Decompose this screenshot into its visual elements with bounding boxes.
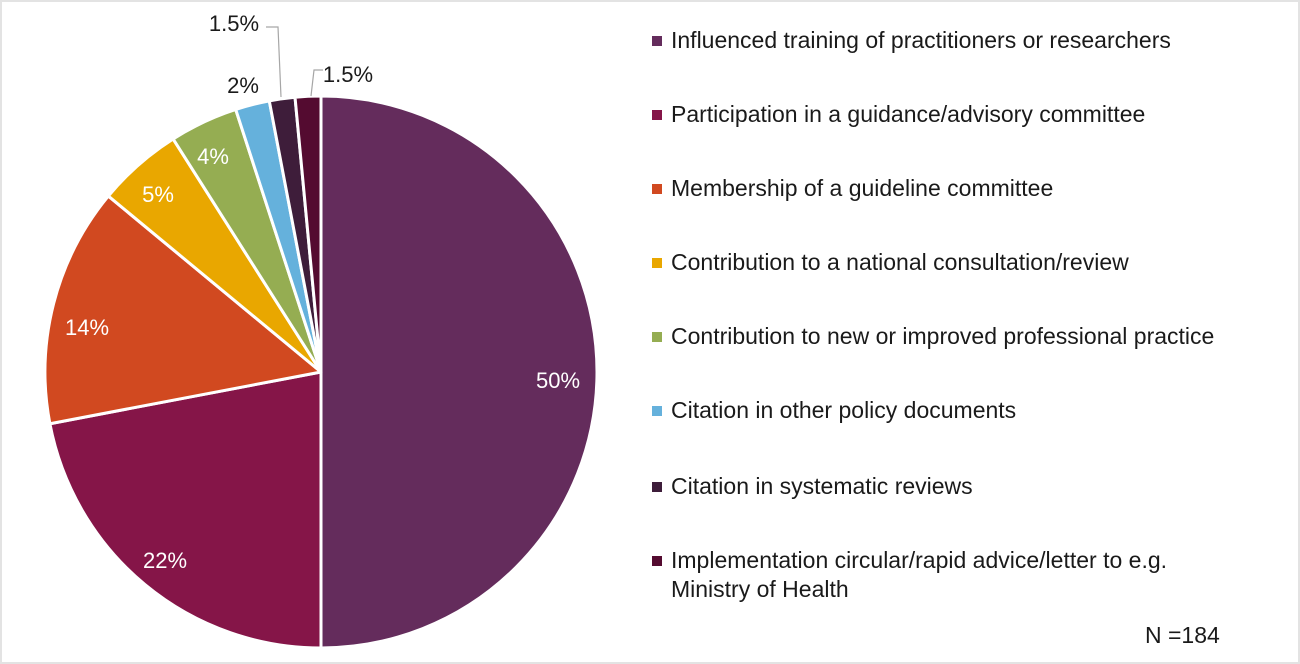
legend-swatch	[652, 258, 662, 268]
slice-percent-label: 50%	[536, 368, 580, 393]
legend-label: Membership of a guideline committee	[671, 175, 1054, 201]
pie-slice	[293, 94, 323, 374]
legend-label: Contribution to a national consultation/…	[671, 249, 1129, 275]
legend-swatch	[652, 482, 662, 492]
legend-label: Participation in a guidance/advisory com…	[671, 101, 1146, 127]
legend-label: Citation in other policy documents	[671, 397, 1017, 423]
legend-label: Contribution to new or improved professi…	[671, 323, 1215, 349]
leader-line	[266, 26, 282, 98]
legend-swatch	[652, 36, 662, 46]
legend-swatch	[652, 556, 662, 566]
pie-slice	[319, 94, 599, 650]
legend-label: Citation in systematic reviews	[671, 473, 973, 499]
slice-percent-label: 2%	[227, 73, 259, 98]
slice-percent-label: 5%	[142, 182, 174, 207]
slice-percent-label: 22%	[143, 548, 187, 573]
legend-swatch	[652, 184, 662, 194]
pie-slice	[43, 194, 323, 426]
pie-slice	[48, 370, 323, 650]
slice-percent-label: 1.5%	[323, 62, 373, 87]
sample-size-label: N =184	[1145, 622, 1220, 648]
legend-swatch	[652, 332, 662, 342]
legend-label-line1: Implementation circular/rapid advice/let…	[671, 547, 1168, 573]
legend-label: Implementation circular/rapid advice/let…	[671, 546, 1167, 604]
leader-line	[310, 69, 323, 97]
legend-swatch	[652, 110, 662, 120]
slice-percent-label: 4%	[197, 144, 229, 169]
slice-percent-label: 14%	[65, 315, 109, 340]
pie-slices	[43, 94, 599, 650]
pie-labels: 50% 22% 14% 5% 4% 2% 1.5% 1.5%	[65, 11, 580, 573]
slice-percent-label: 1.5%	[209, 11, 259, 36]
legend-swatch	[652, 406, 662, 416]
legend-label-line2: Ministry of Health	[671, 576, 849, 602]
legend-label: Influenced training of practitioners or …	[671, 27, 1171, 53]
